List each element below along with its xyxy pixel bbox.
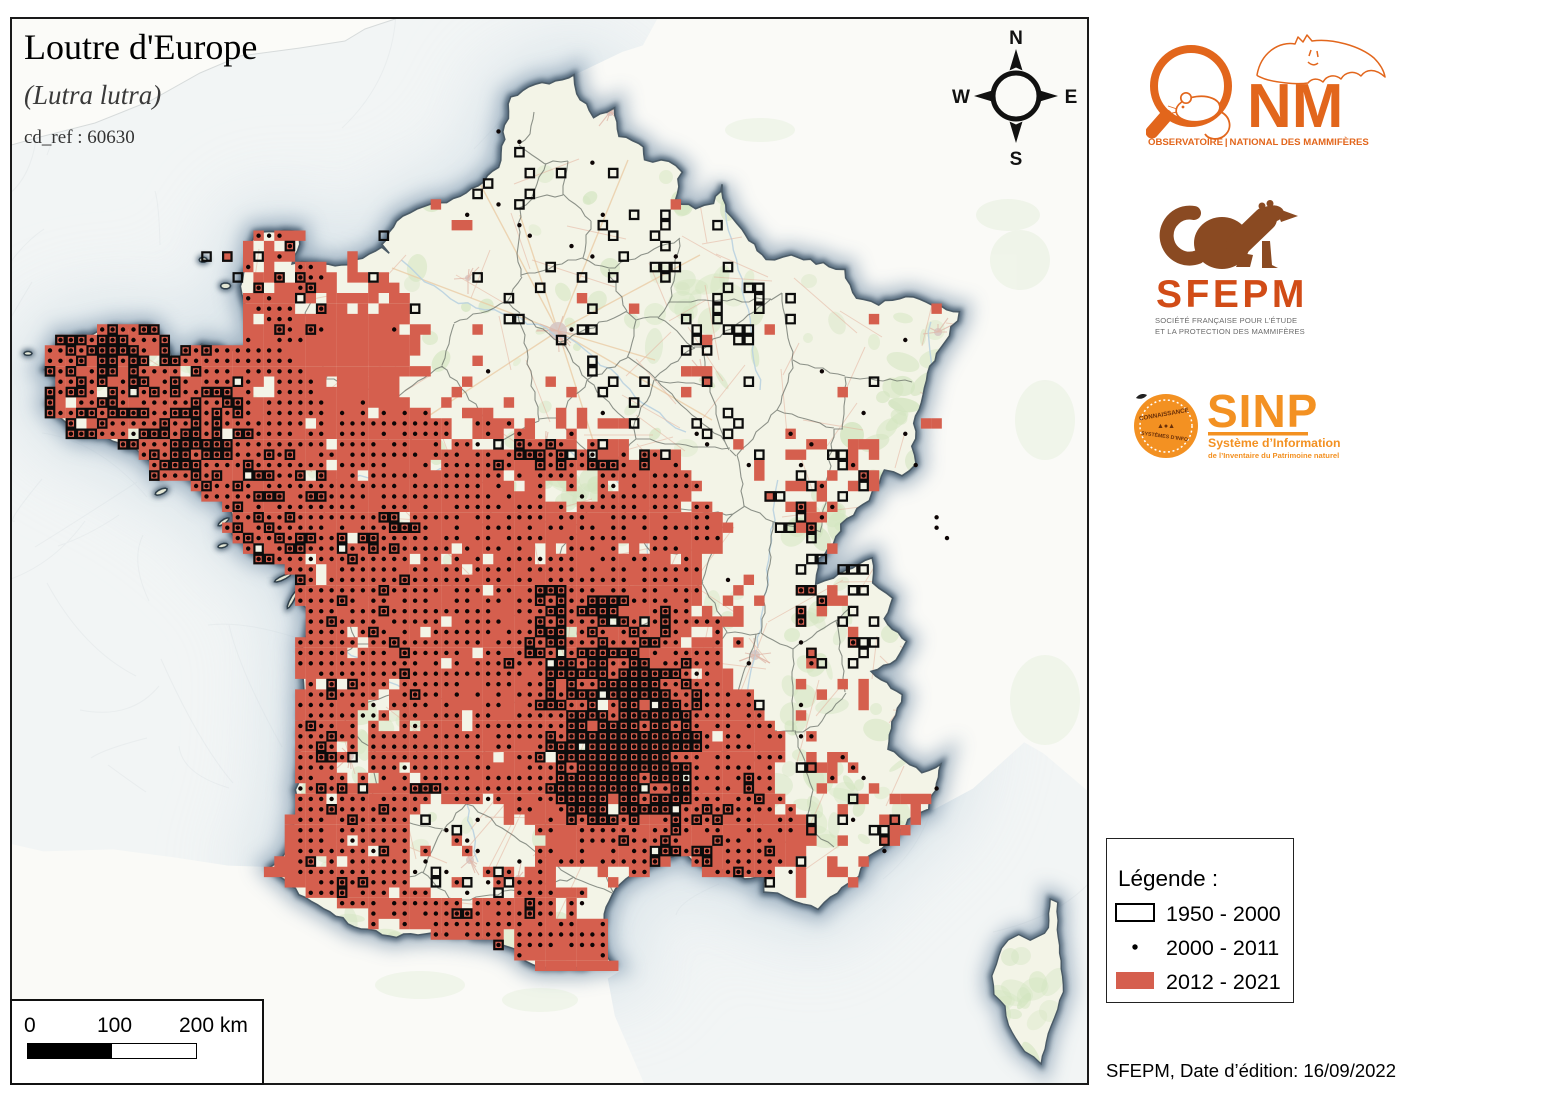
svg-text:OBSERVATOIRE | NATIONAL DES MA: OBSERVATOIRE | NATIONAL DES MAMMIFÈRES bbox=[1148, 136, 1369, 148]
svg-text:de l’Inventaire du Patrimoine: de l’Inventaire du Patrimoine naturel bbox=[1208, 451, 1339, 460]
svg-text:SOCIÉTÉ FRANÇAISE POUR L’ÉTUDE: SOCIÉTÉ FRANÇAISE POUR L’ÉTUDE bbox=[1155, 316, 1297, 325]
svg-text:ET LA PROTECTION DES MAMMIFÈRE: ET LA PROTECTION DES MAMMIFÈRES bbox=[1155, 327, 1305, 336]
svg-text:SFEPM: SFEPM bbox=[1156, 273, 1308, 316]
svg-text:NM: NM bbox=[1247, 72, 1343, 141]
svg-text:▲●▲: ▲●▲ bbox=[1157, 423, 1175, 430]
svg-text:S: S bbox=[1010, 149, 1023, 169]
svg-text:SINP: SINP bbox=[1207, 386, 1318, 437]
svg-text:E: E bbox=[1065, 87, 1078, 108]
svg-text:W: W bbox=[952, 87, 970, 108]
svg-text:N: N bbox=[1009, 28, 1023, 49]
svg-text:Système d’Information: Système d’Information bbox=[1208, 436, 1341, 450]
